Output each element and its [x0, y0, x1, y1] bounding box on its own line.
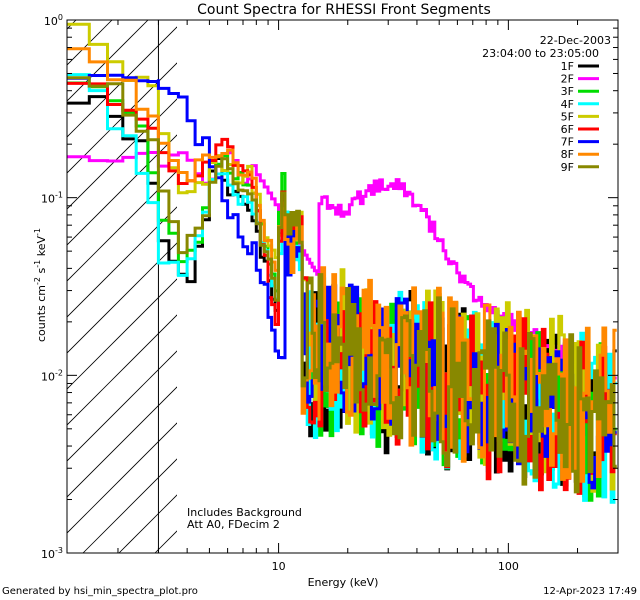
hatch-line	[67, 26, 177, 138]
series-line-8F	[67, 47, 617, 483]
hatch-line	[67, 422, 177, 534]
hatch-line	[67, 170, 177, 282]
hatch-line	[67, 20, 149, 102]
y-tick-label: 10-2	[41, 368, 63, 383]
y-tick-label: 100	[44, 13, 63, 28]
legend-label-3F: 3F	[561, 85, 574, 98]
x-tick-label: 100	[498, 560, 519, 573]
y-label-mid: s	[35, 267, 48, 276]
legend-label-7F: 7F	[561, 136, 574, 149]
chart-title: Count Spectra for RHESSI Front Segments	[197, 2, 491, 18]
axis-ticks: 10 100 10-3 10-2 10-1 100	[41, 13, 619, 573]
series-line-9F	[67, 76, 617, 494]
hatch-line	[67, 350, 177, 462]
hatch-line	[67, 242, 177, 354]
footer-timestamp: 12-Apr-2023 17:49	[543, 586, 637, 597]
x-tick-label: 10	[272, 560, 286, 573]
legend-label-9F: 9F	[561, 161, 574, 174]
annotation-attenuator: Att A0, FDecim 2	[187, 518, 280, 531]
hatch-line	[67, 386, 177, 498]
y-label-exp-1: -2	[33, 277, 42, 285]
legend-label-4F: 4F	[561, 98, 574, 111]
y-axis-label: counts cm-2 s-1 keV-1	[33, 228, 48, 342]
legend-label-1F: 1F	[561, 60, 574, 73]
annotation-background: Includes Background	[187, 506, 302, 519]
x-axis-label: Energy (keV)	[308, 576, 379, 589]
hatch-line	[82, 458, 177, 553]
legend-label-5F: 5F	[561, 110, 574, 123]
footer-generated-by: Generated by hsi_min_spectra_plot.pro	[2, 586, 198, 597]
y-label-exp-2: -1	[33, 260, 42, 268]
date-label: 22-Dec-2003	[540, 34, 611, 47]
y-tick-label: 10-1	[41, 191, 63, 206]
y-label-exp-3: -1	[33, 228, 42, 236]
y-tick-label: 10-3	[41, 546, 63, 561]
y-label-end: keV	[35, 236, 48, 260]
legend-label-8F: 8F	[561, 148, 574, 161]
hatch-line	[0, 0, 67, 553]
series-group	[67, 22, 617, 504]
time-range-label: 23:04:00 to 23:05:00	[482, 47, 599, 60]
hatch-line	[67, 206, 177, 318]
series-line-7F	[67, 73, 617, 490]
series-line-2F	[67, 151, 617, 387]
legend-label-2F: 2F	[561, 73, 574, 86]
plot-frame	[66, 19, 619, 554]
y-label-main: counts cm	[35, 285, 48, 342]
legend-label-6F: 6F	[561, 123, 574, 136]
